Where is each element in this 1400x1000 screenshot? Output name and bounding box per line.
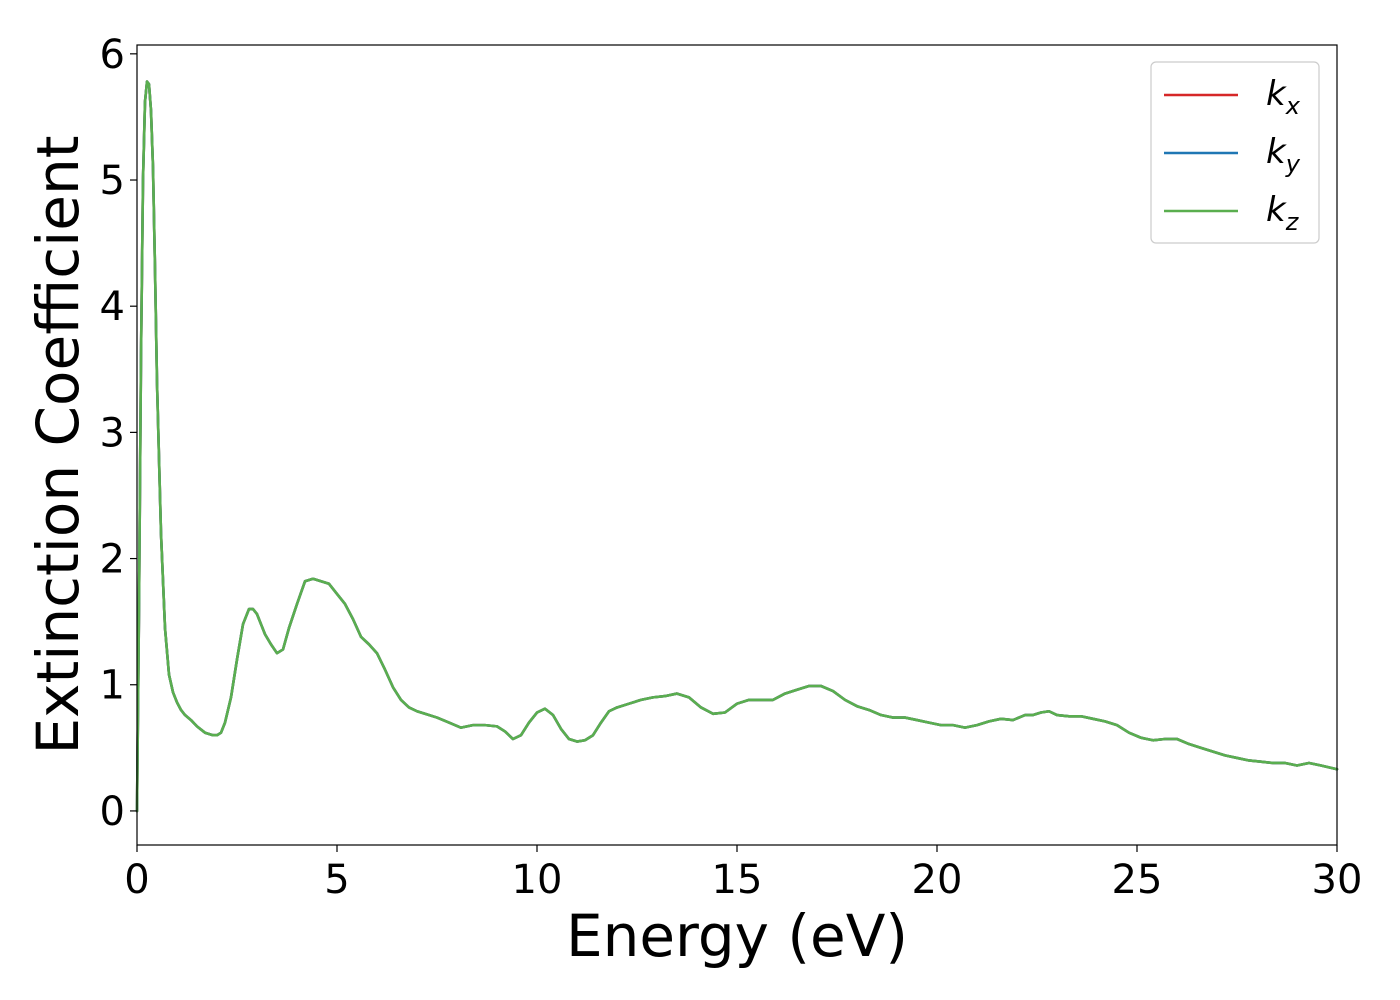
- series-line-kz: [135, 80, 1339, 813]
- x-tick-label: 20: [912, 857, 963, 903]
- x-tick-label: 10: [512, 857, 563, 903]
- legend-label-base: k: [1266, 132, 1287, 172]
- y-axis-title: Extinction Coefficient: [24, 136, 92, 755]
- legend-label-kz: kz: [1266, 190, 1300, 236]
- x-tick-label: 5: [324, 857, 349, 903]
- plot-background: [137, 45, 1337, 845]
- y-tick-label: 2: [100, 537, 125, 583]
- legend-label-subscript: y: [1285, 150, 1301, 178]
- y-tick-label: 4: [100, 284, 125, 330]
- legend-label-ky: ky: [1266, 132, 1301, 178]
- legend-label-subscript: z: [1285, 208, 1300, 236]
- y-tick-label: 5: [100, 158, 125, 204]
- legend-label-kx: kx: [1266, 74, 1301, 120]
- x-tick-label: 25: [1112, 857, 1163, 903]
- x-tick-label: 15: [712, 857, 763, 903]
- x-axis-ticks: 0 5 10 15 20 25 30: [124, 845, 1362, 903]
- y-tick-label: 6: [100, 32, 125, 78]
- legend-label-base: k: [1266, 74, 1287, 114]
- legend-label-subscript: x: [1285, 92, 1301, 120]
- legend-label-base: k: [1266, 190, 1287, 230]
- y-axis-ticks: 0 1 2 3 4 5 6: [100, 32, 137, 835]
- series-layer: [135, 80, 1339, 813]
- x-tick-label: 0: [124, 857, 149, 903]
- x-axis-title: Energy (eV): [566, 902, 908, 970]
- y-tick-label: 0: [100, 789, 125, 835]
- x-tick-label: 30: [1312, 857, 1363, 903]
- y-tick-label: 1: [100, 663, 125, 709]
- y-tick-label: 3: [100, 410, 125, 456]
